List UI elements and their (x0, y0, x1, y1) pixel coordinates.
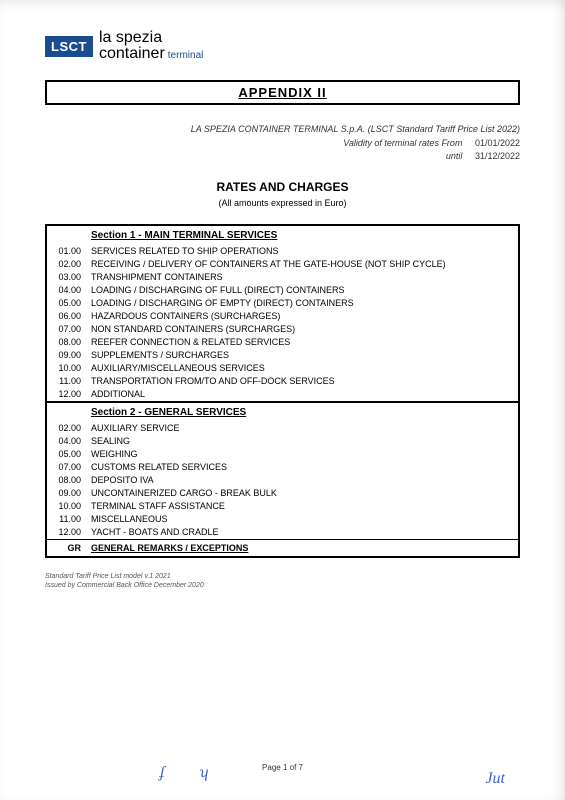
toc-row: 02.00AUXILIARY SERVICE (47, 422, 518, 435)
toc-label: WEIGHING (85, 448, 518, 461)
toc-label: NON STANDARD CONTAINERS (SURCHARGES) (85, 323, 518, 336)
logo-line1: la spezia (99, 30, 203, 46)
toc-code: 10.00 (47, 500, 85, 513)
logo-line2: containerterminal (99, 46, 203, 62)
document-page: LSCT la spezia containerterminal APPENDI… (0, 0, 565, 800)
toc-code: 05.00 (47, 297, 85, 310)
toc-row: 10.00AUXILIARY/MISCELLANEOUS SERVICES (47, 362, 518, 375)
toc-code: 03.00 (47, 271, 85, 284)
toc-row: 10.00TERMINAL STAFF ASSISTANCE (47, 500, 518, 513)
toc-label: REEFER CONNECTION & RELATED SERVICES (85, 336, 518, 349)
toc-row: 05.00LOADING / DISCHARGING OF EMPTY (DIR… (47, 297, 518, 310)
toc-code: 04.00 (47, 284, 85, 297)
toc-label: ADDITIONAL (85, 388, 518, 402)
toc-row: 12.00YACHT - BOATS AND CRADLE (47, 526, 518, 540)
toc-label: SUPPLEMENTS / SURCHARGES (85, 349, 518, 362)
toc-row: 03.00TRANSHIPMENT CONTAINERS (47, 271, 518, 284)
toc-row: 04.00LOADING / DISCHARGING OF FULL (DIRE… (47, 284, 518, 297)
toc-row: 01.00SERVICES RELATED TO SHIP OPERATIONS (47, 245, 518, 258)
toc-label: AUXILIARY/MISCELLANEOUS SERVICES (85, 362, 518, 375)
toc-table: Section 1 - MAIN TERMINAL SERVICES 01.00… (47, 226, 518, 556)
toc-code: 10.00 (47, 362, 85, 375)
toc-label: LOADING / DISCHARGING OF EMPTY (DIRECT) … (85, 297, 518, 310)
section1-header: Section 1 - MAIN TERMINAL SERVICES (47, 226, 518, 245)
toc-code: 11.00 (47, 375, 85, 388)
toc-row: 07.00NON STANDARD CONTAINERS (SURCHARGES… (47, 323, 518, 336)
toc-label: HAZARDOUS CONTAINERS (SURCHARGES) (85, 310, 518, 323)
footnote-2: Issued by Commercial Back Office Decembe… (45, 581, 520, 590)
toc-row: 09.00SUPPLEMENTS / SURCHARGES (47, 349, 518, 362)
toc-code: 07.00 (47, 323, 85, 336)
logo-text: la spezia containerterminal (99, 30, 203, 62)
toc-code: 09.00 (47, 349, 85, 362)
appendix-title: APPENDIX II (45, 80, 520, 105)
initial-mark-3: Jut (485, 770, 505, 788)
page-number: Page 1 of 7 (262, 763, 303, 772)
toc-code: 09.00 (47, 487, 85, 500)
toc-label: CUSTOMS RELATED SERVICES (85, 461, 518, 474)
toc-label: YACHT - BOATS AND CRADLE (85, 526, 518, 540)
validity-from: Validity of terminal rates From 01/01/20… (45, 137, 520, 151)
toc-label: TERMINAL STAFF ASSISTANCE (85, 500, 518, 513)
toc-code: 01.00 (47, 245, 85, 258)
footnote-1: Standard Tariff Price List model v.1 202… (45, 572, 520, 581)
initial-mark-2: ʮ (200, 764, 209, 782)
toc-code: 12.00 (47, 388, 85, 402)
toc-code: 06.00 (47, 310, 85, 323)
logo-block: LSCT la spezia containerterminal (45, 30, 520, 62)
toc-row: 05.00WEIGHING (47, 448, 518, 461)
toc-label: TRANSHIPMENT CONTAINERS (85, 271, 518, 284)
toc-label: DEPOSITO IVA (85, 474, 518, 487)
toc-row: 06.00HAZARDOUS CONTAINERS (SURCHARGES) (47, 310, 518, 323)
toc-label: LOADING / DISCHARGING OF FULL (DIRECT) C… (85, 284, 518, 297)
toc-code: 07.00 (47, 461, 85, 474)
initial-mark-1: ʄ (160, 764, 165, 782)
toc-code: 11.00 (47, 513, 85, 526)
toc-label: UNCONTAINERIZED CARGO - BREAK BULK (85, 487, 518, 500)
toc-code: 02.00 (47, 422, 85, 435)
toc-row: 11.00TRANSPORTATION FROM/TO AND OFF-DOCK… (47, 375, 518, 388)
toc-code: 05.00 (47, 448, 85, 461)
general-remarks-row: GR GENERAL REMARKS / EXCEPTIONS (47, 539, 518, 556)
section2-header: Section 2 - GENERAL SERVICES (47, 403, 518, 422)
toc-label: MISCELLANEOUS (85, 513, 518, 526)
toc-code: 08.00 (47, 336, 85, 349)
validity-until: until 31/12/2022 (45, 150, 520, 164)
logo-badge: LSCT (45, 36, 93, 57)
table-of-contents: Section 1 - MAIN TERMINAL SERVICES 01.00… (45, 224, 520, 558)
toc-row: 09.00UNCONTAINERIZED CARGO - BREAK BULK (47, 487, 518, 500)
toc-label: SEALING (85, 435, 518, 448)
toc-row: 07.00CUSTOMS RELATED SERVICES (47, 461, 518, 474)
toc-label: SERVICES RELATED TO SHIP OPERATIONS (85, 245, 518, 258)
footer-note: Standard Tariff Price List model v.1 202… (45, 572, 520, 590)
toc-code: 12.00 (47, 526, 85, 540)
toc-row: 04.00SEALING (47, 435, 518, 448)
toc-row: 02.00RECEIVING / DELIVERY OF CONTAINERS … (47, 258, 518, 271)
rates-title: RATES AND CHARGES (45, 180, 520, 194)
toc-row: 08.00DEPOSITO IVA (47, 474, 518, 487)
toc-code: 08.00 (47, 474, 85, 487)
company-line: LA SPEZIA CONTAINER TERMINAL S.p.A. (LSC… (45, 123, 520, 137)
toc-row: 08.00REEFER CONNECTION & RELATED SERVICE… (47, 336, 518, 349)
toc-row: 12.00ADDITIONAL (47, 388, 518, 402)
toc-code: 02.00 (47, 258, 85, 271)
toc-row: 11.00MISCELLANEOUS (47, 513, 518, 526)
toc-label: RECEIVING / DELIVERY OF CONTAINERS AT TH… (85, 258, 518, 271)
header-info: LA SPEZIA CONTAINER TERMINAL S.p.A. (LSC… (45, 123, 520, 164)
toc-label: TRANSPORTATION FROM/TO AND OFF-DOCK SERV… (85, 375, 518, 388)
rates-subtitle: (All amounts expressed in Euro) (45, 198, 520, 208)
toc-code: 04.00 (47, 435, 85, 448)
toc-label: AUXILIARY SERVICE (85, 422, 518, 435)
